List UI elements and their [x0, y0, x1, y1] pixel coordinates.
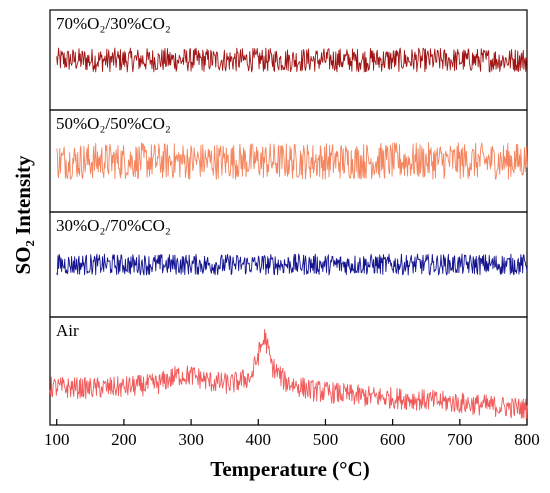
x-tick-label: 700	[447, 430, 473, 449]
x-axis-ticks: 100 200 300 400 500 600 700 800	[44, 419, 540, 449]
panel-2: 30%O₂/70%CO₂	[49, 211, 528, 318]
series-line	[49, 328, 528, 420]
x-tick-label: 500	[313, 430, 339, 449]
series-line	[56, 47, 528, 73]
panel-label: Air	[56, 321, 79, 340]
panel-label: 70%O₂/30%CO₂	[56, 14, 171, 33]
panel-1: 50%O₂/50%CO₂	[49, 109, 528, 213]
chart-panels: 70%O₂/30%CO₂ 50%O₂/50%CO₂ 30%O₂/70%CO₂ Air	[49, 9, 528, 426]
x-tick-label: 100	[44, 430, 70, 449]
x-axis-title: Temperature (°C)	[210, 457, 369, 481]
x-tick-label: 400	[246, 430, 272, 449]
x-tick-label: 600	[380, 430, 406, 449]
series-line	[56, 253, 528, 276]
x-tick-label: 200	[111, 430, 137, 449]
panel-label: 30%O₂/70%CO₂	[56, 216, 171, 235]
series-line	[56, 142, 528, 180]
panel-label: 50%O₂/50%CO₂	[56, 114, 171, 133]
panel-3: Air	[49, 316, 528, 426]
x-tick-label: 800	[514, 430, 540, 449]
x-tick-label: 300	[178, 430, 204, 449]
panel-frame	[49, 316, 528, 426]
y-axis-title: SO₂ Intensity	[11, 155, 35, 274]
panel-0: 70%O₂/30%CO₂	[49, 9, 528, 111]
